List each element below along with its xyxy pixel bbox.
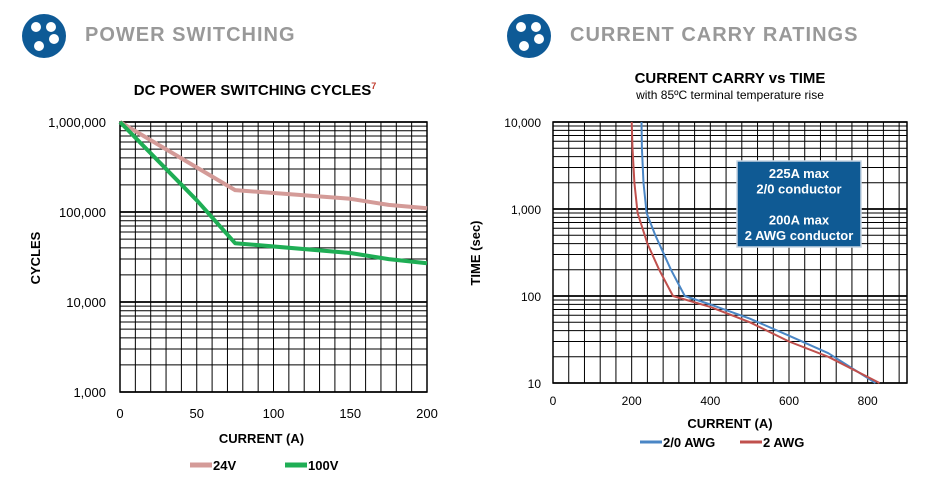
x-tick-label: 50	[190, 406, 204, 421]
annotation-text: 200A max	[769, 213, 830, 228]
y-tick-label: 100	[521, 290, 541, 304]
series-line-24v	[118, 120, 428, 211]
x-tick-label: 150	[339, 406, 361, 421]
dots-logo-icon	[22, 14, 66, 58]
y-axis-label: CYCLES	[28, 231, 43, 284]
chart-title-text: DC POWER SWITCHING CYCLES	[134, 82, 372, 99]
legend-label: 2/0 AWG	[663, 435, 715, 450]
y-tick-label: 1,000	[511, 203, 541, 217]
y-tick-label: 100,000	[59, 205, 106, 220]
annotation-box	[736, 160, 862, 248]
series-line-2-0-awg	[640, 121, 877, 384]
y-axis-label: TIME (sec)	[468, 220, 483, 285]
x-tick-label: 200	[622, 394, 642, 408]
x-tick-label: 800	[858, 394, 878, 408]
x-axis-label: CURRENT (A)	[219, 431, 304, 446]
plot-frame	[119, 121, 428, 393]
y-tick-label: 10	[528, 377, 542, 391]
section-title: CURRENT CARRY RATINGS	[570, 24, 859, 46]
annotation-text: 225A max	[769, 166, 830, 181]
y-tick-label: 1,000	[73, 385, 106, 400]
x-tick-label: 600	[779, 394, 799, 408]
legend-label: 100V	[308, 458, 339, 473]
plot-frame	[552, 121, 908, 384]
chart-title: DC POWER SWITCHING CYCLES7	[134, 81, 377, 99]
y-tick-label: 1,000,000	[48, 115, 106, 130]
chart-title-text: CURRENT CARRY vs TIME	[635, 70, 826, 87]
annotation-text: 2/0 conductor	[756, 182, 841, 197]
series-line-100v	[118, 120, 428, 266]
legend-label: 24V	[213, 458, 236, 473]
chart-subtitle: with 85ºC terminal temperature rise	[635, 88, 824, 102]
y-tick-label: 10,000	[504, 116, 541, 130]
legend-label: 2 AWG	[763, 435, 804, 450]
annotation-text: 2 AWG conductor	[745, 228, 854, 243]
dots-logo-icon	[507, 14, 551, 58]
chart-1: 0 50 100 150 200 1,000 10,000 100,000 1,000,000 2…	[28, 81, 438, 473]
series-line-2-awg	[630, 121, 880, 384]
chart-title: CURRENT CARRY vs TIME	[635, 70, 826, 87]
section-title: POWER SWITCHING	[85, 24, 296, 46]
x-axis-label: CURRENT (A)	[687, 416, 772, 431]
x-tick-label: 0	[550, 394, 557, 408]
x-tick-label: 0	[116, 406, 123, 421]
x-tick-label: 200	[416, 406, 438, 421]
y-tick-label: 10,000	[66, 295, 106, 310]
x-tick-label: 400	[700, 394, 720, 408]
title-superscript: 7	[371, 81, 376, 91]
x-tick-label: 100	[263, 406, 285, 421]
